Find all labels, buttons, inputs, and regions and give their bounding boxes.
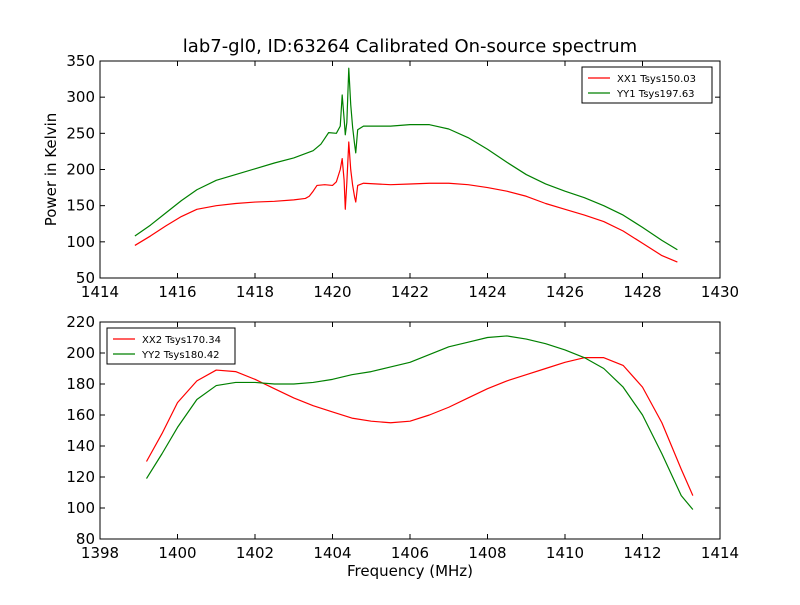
series-line-1: [145, 357, 694, 496]
top-panel: 1414 1416 1418 1420 1422 1424 1426 1428 1430 50 10…: [42, 52, 739, 301]
x-tick-label: 1404: [313, 544, 351, 562]
x-tick-label: 1416: [158, 283, 196, 301]
x-tick-label: 1418: [236, 283, 274, 301]
y-tick-label: 220: [66, 313, 95, 331]
series-line-1: [134, 141, 678, 263]
y-tick-label: 350: [66, 52, 95, 70]
x-axis-label: Frequency (MHz): [347, 562, 473, 580]
x-tick-label: 1428: [623, 283, 661, 301]
x-tick-label: 1412: [623, 544, 661, 562]
legend-entry-1: XX1 Tsys150.03: [617, 74, 696, 85]
series-line-2: [134, 67, 678, 251]
x-tick-label: 1414: [701, 544, 739, 562]
y-tick-label: 200: [66, 161, 95, 179]
y-tick-label: 150: [66, 197, 95, 215]
legend-entry-2: YY2 Tsys180.42: [141, 350, 220, 361]
x-tick-label: 1410: [546, 544, 584, 562]
y-tick-label: 180: [66, 375, 95, 393]
bottom-panel: 1398 1400 1402 1404 1406 1408 1410 1412 1414 80 10…: [66, 313, 739, 562]
x-tick-label: 1406: [391, 544, 429, 562]
legend-box: [581, 66, 713, 104]
x-tick-label: 1398: [81, 544, 119, 562]
y-tick-label: 250: [66, 124, 95, 142]
x-tick-label: 1414: [81, 283, 119, 301]
legend-entry-1: XX2 Tsys170.34: [142, 335, 221, 346]
legend-entry-2: YY1 Tsys197.63: [616, 89, 695, 100]
y-tick-label: 160: [66, 406, 95, 424]
series-line-2: [145, 335, 694, 510]
x-tick-label: 1402: [236, 544, 274, 562]
legend: XX1 Tsys150.03 YY1 Tsys197.63: [581, 66, 713, 104]
y-tick-label: 100: [66, 499, 95, 517]
x-tick-label: 1408: [468, 544, 506, 562]
y-tick-label: 80: [76, 530, 95, 548]
x-tick-label: 1430: [701, 283, 739, 301]
x-tick-label: 1426: [546, 283, 584, 301]
x-tick-label: 1420: [313, 283, 351, 301]
legend-box: [106, 327, 236, 365]
y-tick-label: 140: [66, 437, 95, 455]
y-tick-label: 300: [66, 88, 95, 106]
y-axis-label: Power in Kelvin: [42, 113, 60, 227]
x-tick-label: 1400: [158, 544, 196, 562]
y-tick-label: 200: [66, 344, 95, 362]
legend: XX2 Tsys170.34 YY2 Tsys180.42: [106, 327, 236, 365]
figure-title: lab7-gl0, ID:63264 Calibrated On-source …: [183, 36, 637, 57]
x-tick-label: 1424: [468, 283, 506, 301]
y-tick-label: 100: [66, 233, 95, 251]
y-tick-label: 50: [76, 269, 95, 287]
y-tick-label: 120: [66, 468, 95, 486]
x-tick-label: 1422: [391, 283, 429, 301]
